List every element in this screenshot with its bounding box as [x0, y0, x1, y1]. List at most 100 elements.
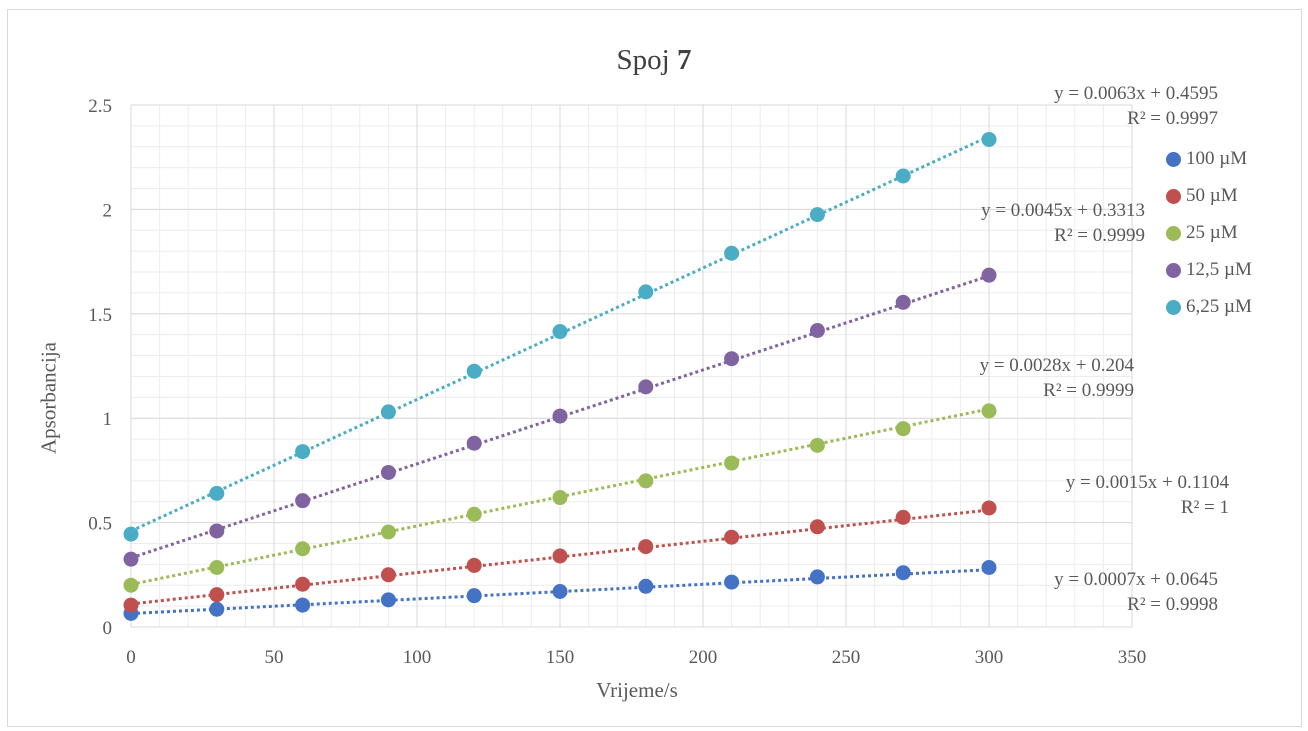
trendline-r2: R² = 1 [1180, 497, 1229, 518]
major-gridlines [130, 104, 1133, 628]
legend-item-100uM: 100 µM [1166, 147, 1247, 171]
data-point [209, 485, 225, 501]
x-axis-label: Vrijeme/s [596, 678, 678, 702]
data-point [724, 529, 740, 545]
trendline-label-25uM: y = 0.0028x + 0.204 R² = 0.9999 [980, 353, 1134, 403]
data-point [981, 131, 997, 147]
x-tick-label: 150 [546, 647, 575, 668]
data-point [295, 493, 311, 509]
x-tick-label: 350 [1118, 647, 1147, 668]
data-point [380, 524, 396, 540]
data-point [295, 541, 311, 557]
chart-title-number: 7 [676, 44, 692, 76]
data-point [295, 444, 311, 460]
data-point [466, 435, 482, 451]
x-tick-label: 50 [265, 647, 284, 668]
data-point [380, 404, 396, 420]
trendline [130, 407, 990, 586]
trendline-equation: y = 0.0007x + 0.0645 [1054, 569, 1218, 590]
data-point [724, 245, 740, 261]
data-point [552, 584, 568, 600]
legend-marker-50uM [1166, 188, 1181, 204]
data-point [724, 574, 740, 590]
legend-marker-6-25uM [1166, 299, 1181, 315]
data-point [638, 284, 654, 300]
data-point [123, 526, 139, 542]
y-tick-label: 0 [103, 618, 113, 639]
data-point [552, 324, 568, 340]
data-point [552, 408, 568, 424]
x-tick-label: 200 [689, 647, 718, 668]
data-point [809, 207, 825, 223]
x-tick-label: 300 [975, 647, 1004, 668]
data-point [724, 351, 740, 367]
data-point [380, 592, 396, 608]
legend-item-12-5uM: 12,5 µM [1166, 258, 1252, 282]
data-point [809, 323, 825, 339]
trendline-equation: y = 0.0028x + 0.204 [979, 355, 1134, 376]
trendline-equation: y = 0.0063x + 0.4595 [1054, 83, 1218, 104]
trendline-equation: y = 0.0015x + 0.1104 [1065, 472, 1229, 493]
trendline [130, 135, 990, 533]
legend-label: 50 µM [1186, 185, 1238, 206]
y-tick-label: 1 [103, 409, 113, 430]
data-point [295, 597, 311, 613]
trendline-r2: R² = 0.9999 [1043, 380, 1134, 401]
data-point [123, 597, 139, 613]
data-point [123, 577, 139, 593]
data-point [380, 567, 396, 583]
y-tick-label: 2.5 [88, 96, 112, 117]
trendline-label-12-5uM: y = 0.0045x + 0.3313 R² = 0.9999 [981, 198, 1145, 248]
data-point [809, 569, 825, 585]
data-point [380, 464, 396, 480]
data-point [809, 519, 825, 535]
chart-title: Spoj 7 [0, 44, 1308, 77]
legend-label: 12,5 µM [1186, 259, 1252, 280]
trendline-label-50uM: y = 0.0015x + 0.1104 R² = 1 [1066, 470, 1229, 520]
data-point [295, 576, 311, 592]
x-tick-label: 100 [403, 647, 432, 668]
tick-labels: 0 50 100 150 200 250 300 350 0 0.5 1 1.5 2 2.5 [88, 96, 1146, 668]
chart-frame [7, 9, 1302, 727]
data-point [638, 578, 654, 594]
legend-marker-12-5uM [1166, 262, 1181, 278]
trendline-r2: R² = 0.9999 [1054, 225, 1145, 246]
legend-item-50uM: 50 µM [1166, 184, 1238, 208]
data-point [209, 587, 225, 603]
x-tick-label: 0 [126, 647, 136, 668]
data-point [895, 168, 911, 184]
legend-item-25uM: 25 µM [1166, 221, 1238, 245]
trendline-label-6-25uM: y = 0.0063x + 0.4595 R² = 0.9997 [1054, 81, 1218, 131]
data-point [981, 559, 997, 575]
data-point [552, 490, 568, 506]
chart-title-prefix: Spoj [616, 44, 677, 76]
legend-label: 25 µM [1186, 222, 1238, 243]
data-point [981, 267, 997, 283]
legend-marker-100uM [1166, 151, 1181, 167]
y-tick-label: 2 [103, 200, 113, 221]
data-point [638, 539, 654, 555]
data-point [895, 509, 911, 525]
legend-label: 6,25 µM [1186, 296, 1252, 317]
data-point [466, 363, 482, 379]
data-point [209, 601, 225, 617]
data-point [895, 294, 911, 310]
data-point [724, 455, 740, 471]
data-point [809, 437, 825, 453]
trendline-r2: R² = 0.9997 [1127, 108, 1218, 129]
data-points [123, 131, 997, 621]
data-point [466, 506, 482, 522]
data-point [895, 565, 911, 581]
legend-item-6-25uM: 6,25 µM [1166, 295, 1252, 319]
data-point [466, 588, 482, 604]
y-axis-label: Apsorbancija [36, 342, 61, 454]
trendline-equation: y = 0.0045x + 0.3313 [981, 200, 1145, 221]
data-point [466, 557, 482, 573]
data-point [209, 559, 225, 575]
x-tick-label: 250 [832, 647, 861, 668]
legend-label: 100 µM [1186, 148, 1248, 169]
trendline-r2: R² = 0.9998 [1127, 594, 1218, 615]
data-point [895, 421, 911, 437]
legend-marker-25uM [1166, 225, 1181, 241]
